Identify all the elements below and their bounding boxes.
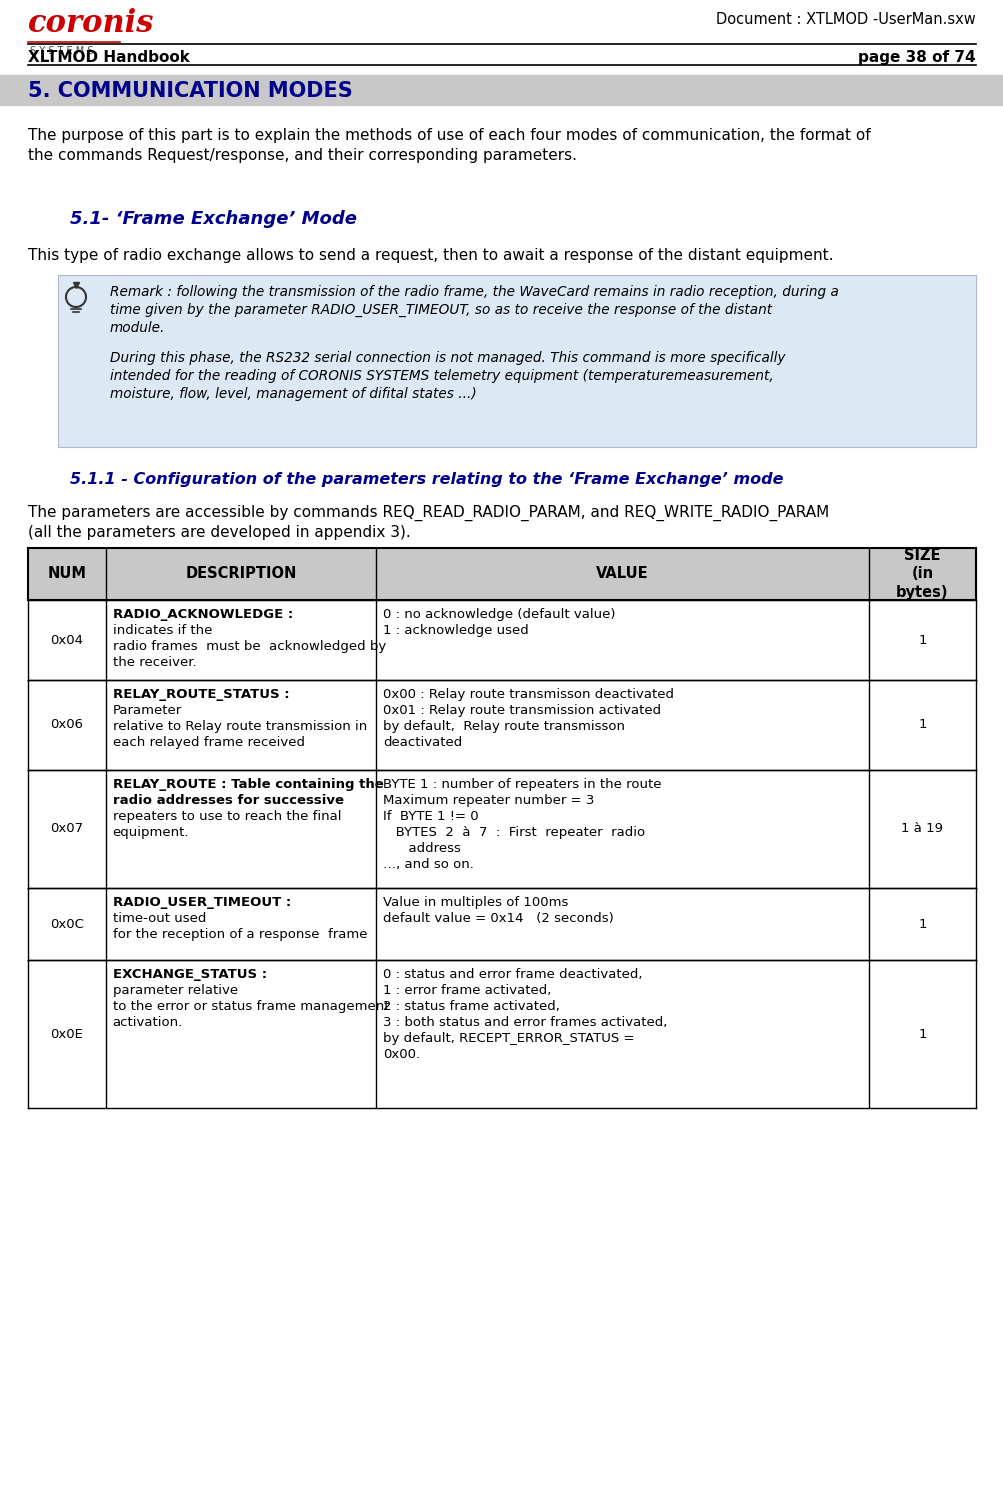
Text: 0 : no acknowledge (default value): 0 : no acknowledge (default value) — [382, 609, 615, 621]
Text: 1 : error frame activated,: 1 : error frame activated, — [382, 985, 551, 997]
Text: Document : XTLMOD -UserMan.sxw: Document : XTLMOD -UserMan.sxw — [715, 12, 975, 27]
Text: time-out used: time-out used — [112, 912, 206, 926]
Text: deactivated: deactivated — [382, 735, 461, 749]
Text: 1: 1 — [918, 634, 926, 646]
Text: 0x00 : Relay route transmisson deactivated: 0x00 : Relay route transmisson deactivat… — [382, 689, 673, 701]
Text: by default,  Relay route transmisson: by default, Relay route transmisson — [382, 720, 624, 732]
Text: equipment.: equipment. — [112, 826, 189, 840]
Text: module.: module. — [110, 322, 165, 335]
Text: RELAY_ROUTE : Table containing the: RELAY_ROUTE : Table containing the — [112, 778, 383, 791]
Text: BYTE 1 : number of repeaters in the route: BYTE 1 : number of repeaters in the rout… — [382, 778, 661, 791]
Bar — [28, 888, 975, 960]
Text: 5. COMMUNICATION MODES: 5. COMMUNICATION MODES — [28, 82, 352, 101]
Text: page 38 of 74: page 38 of 74 — [858, 50, 975, 65]
Text: XLTMOD Handbook: XLTMOD Handbook — [28, 50, 190, 65]
Text: 0x06: 0x06 — [50, 719, 83, 731]
Text: Remark : following the transmission of the radio frame, the WaveCard remains in : Remark : following the transmission of t… — [110, 285, 839, 299]
Text: 0x07: 0x07 — [50, 823, 83, 835]
Text: 1: 1 — [918, 918, 926, 930]
Text: intended for the reading of CORONIS SYSTEMS telemetry equipment (temperaturemeas: intended for the reading of CORONIS SYST… — [110, 368, 773, 384]
Text: This type of radio exchange allows to send a request, then to await a response o: This type of radio exchange allows to se… — [28, 248, 832, 263]
Text: 0x04: 0x04 — [50, 634, 83, 646]
Text: Value in multiples of 100ms: Value in multiples of 100ms — [382, 895, 568, 909]
Text: each relayed frame received: each relayed frame received — [112, 735, 305, 749]
Bar — [28, 770, 975, 888]
Bar — [28, 599, 975, 680]
Text: DESCRIPTION: DESCRIPTION — [185, 566, 296, 581]
Text: 5.1- ‘Frame Exchange’ Mode: 5.1- ‘Frame Exchange’ Mode — [70, 210, 357, 228]
Text: activation.: activation. — [112, 1016, 183, 1028]
Text: 5.1.1 - Configuration of the parameters relating to the ‘Frame Exchange’ mode: 5.1.1 - Configuration of the parameters … — [70, 473, 782, 488]
Bar — [0, 76, 1003, 106]
Text: 3 : both status and error frames activated,: 3 : both status and error frames activat… — [382, 1016, 667, 1028]
Text: 2 : status frame activated,: 2 : status frame activated, — [382, 1000, 560, 1013]
Text: RADIO_USER_TIMEOUT :: RADIO_USER_TIMEOUT : — [112, 895, 295, 909]
Text: S Y S T E M S: S Y S T E M S — [30, 45, 93, 56]
Text: for the reception of a response  frame: for the reception of a response frame — [112, 929, 367, 941]
Bar — [58, 275, 975, 447]
Text: indicates if the: indicates if the — [112, 624, 212, 637]
Text: 1: 1 — [918, 719, 926, 731]
Text: radio addresses for successive: radio addresses for successive — [112, 794, 343, 806]
Bar — [28, 548, 975, 599]
Text: (all the parameters are developed in appendix 3).: (all the parameters are developed in app… — [28, 525, 410, 541]
Text: VALUE: VALUE — [596, 566, 648, 581]
Text: by default, RECEPT_ERROR_STATUS =: by default, RECEPT_ERROR_STATUS = — [382, 1031, 634, 1045]
Text: 0x01 : Relay route transmission activated: 0x01 : Relay route transmission activate… — [382, 704, 660, 717]
Text: repeaters to use to reach the final: repeaters to use to reach the final — [112, 809, 341, 823]
Text: Parameter: Parameter — [112, 704, 182, 717]
Bar — [28, 680, 975, 770]
Text: default value = 0x14   (2 seconds): default value = 0x14 (2 seconds) — [382, 912, 613, 926]
Text: relative to Relay route transmission in: relative to Relay route transmission in — [112, 720, 367, 732]
Text: If  BYTE 1 != 0: If BYTE 1 != 0 — [382, 809, 478, 823]
Text: 1 à 19: 1 à 19 — [901, 823, 943, 835]
Text: to the error or status frame management: to the error or status frame management — [112, 1000, 389, 1013]
Text: The purpose of this part is to explain the methods of use of each four modes of : The purpose of this part is to explain t… — [28, 128, 870, 143]
Text: 0 : status and error frame deactivated,: 0 : status and error frame deactivated, — [382, 968, 642, 982]
Text: BYTES  2  à  7  :  First  repeater  radio: BYTES 2 à 7 : First repeater radio — [382, 826, 644, 840]
Text: parameter relative: parameter relative — [112, 985, 238, 997]
Text: 1 : acknowledge used: 1 : acknowledge used — [382, 624, 529, 637]
Text: the receiver.: the receiver. — [112, 655, 197, 669]
Text: 0x0E: 0x0E — [50, 1027, 83, 1040]
Text: time given by the parameter RADIO_USER_TIMEOUT, so as to receive the response of: time given by the parameter RADIO_USER_T… — [110, 304, 771, 317]
Text: NUM: NUM — [47, 566, 86, 581]
Text: radio frames  must be  acknowledged by: radio frames must be acknowledged by — [112, 640, 385, 652]
Text: The parameters are accessible by commands REQ_READ_RADIO_PARAM, and REQ_WRITE_RA: The parameters are accessible by command… — [28, 504, 828, 521]
Text: 1: 1 — [918, 1027, 926, 1040]
Text: moisture, flow, level, management of difital states ...): moisture, flow, level, management of dif… — [110, 387, 476, 402]
Bar — [28, 960, 975, 1108]
Text: address: address — [382, 843, 460, 855]
Text: SIZE
(in
bytes): SIZE (in bytes) — [896, 548, 948, 599]
Text: During this phase, the RS232 serial connection is not managed. This command is m: During this phase, the RS232 serial conn… — [110, 350, 784, 365]
Text: 0x0C: 0x0C — [50, 918, 83, 930]
Text: …, and so on.: …, and so on. — [382, 858, 473, 871]
Text: EXCHANGE_STATUS :: EXCHANGE_STATUS : — [112, 968, 271, 982]
Text: Maximum repeater number = 3: Maximum repeater number = 3 — [382, 794, 594, 806]
Text: the commands Request/response, and their corresponding parameters.: the commands Request/response, and their… — [28, 148, 577, 163]
Text: RELAY_ROUTE_STATUS :: RELAY_ROUTE_STATUS : — [112, 689, 294, 701]
Text: coronis: coronis — [28, 8, 154, 39]
Text: RADIO_ACKNOWLEDGE :: RADIO_ACKNOWLEDGE : — [112, 609, 297, 621]
Text: 0x00.: 0x00. — [382, 1048, 419, 1062]
Bar — [58, 275, 975, 447]
